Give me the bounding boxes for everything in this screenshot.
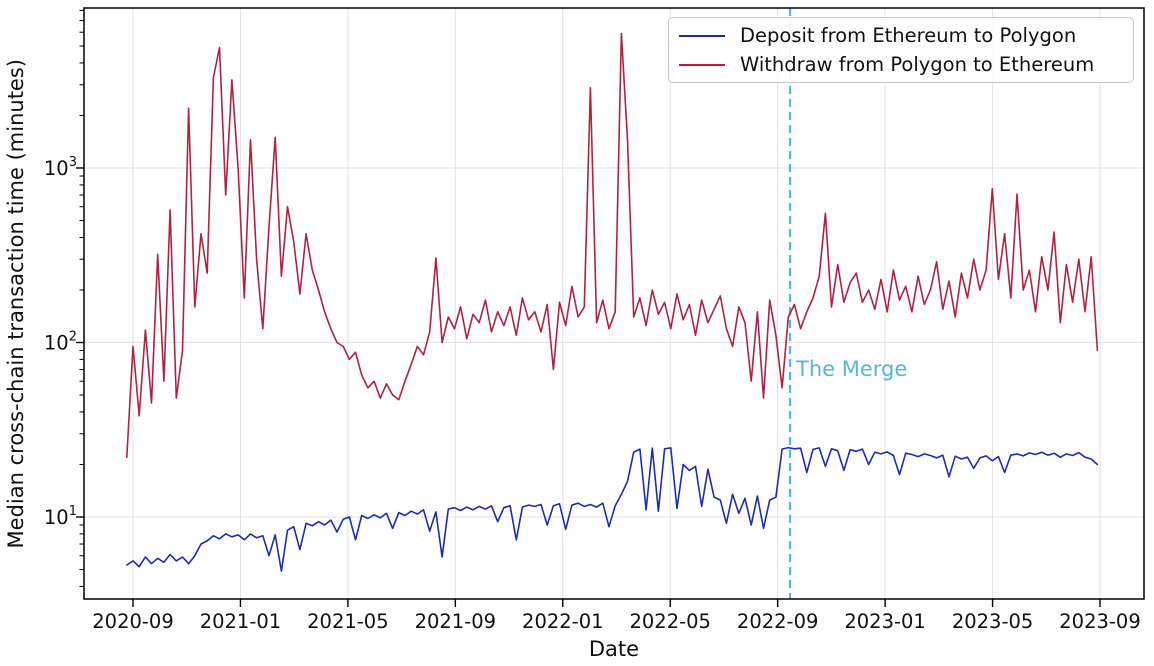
y-axis-label-wrap: Median cross-chain transaction time (min…: [4, 8, 28, 599]
legend-item-withdraw: Withdraw from Polygon to Ethereum: [679, 51, 1123, 78]
x-tick-label: 2023-09: [1059, 610, 1140, 633]
x-tick-label: 2021-05: [307, 610, 388, 633]
x-tick-label: 2021-01: [200, 610, 281, 633]
x-tick-label: 2022-01: [522, 610, 603, 633]
y-tick-label: 101: [44, 504, 77, 529]
x-tick-label: 2023-01: [844, 610, 925, 633]
legend-item-deposit: Deposit from Ethereum to Polygon: [679, 22, 1123, 49]
series-withdraw-line: [126, 32, 1099, 459]
plot-border: [83, 7, 1145, 600]
legend-line-sample-deposit: [679, 34, 725, 37]
legend-label-withdraw: Withdraw from Polygon to Ethereum: [740, 53, 1095, 76]
legend: Deposit from Ethereum to Polygon Withdra…: [668, 17, 1134, 83]
legend-line-sample-withdraw: [679, 63, 725, 66]
y-axis-label: Median cross-chain transaction time (min…: [4, 58, 28, 549]
legend-label-deposit: Deposit from Ethereum to Polygon: [740, 24, 1077, 47]
x-tick-label: 2023-05: [952, 610, 1033, 633]
x-tick-label: 2022-05: [629, 610, 710, 633]
y-tick-label: 102: [44, 330, 77, 355]
merge-annotation-label: The Merge: [796, 357, 908, 381]
series-deposit-line: [126, 446, 1099, 572]
x-tick-label: 2021-09: [415, 610, 496, 633]
x-axis-label: Date: [588, 637, 640, 661]
x-tick-label: 2020-09: [92, 610, 173, 633]
y-tick-label: 103: [44, 155, 77, 180]
x-tick-label: 2022-09: [737, 610, 818, 633]
